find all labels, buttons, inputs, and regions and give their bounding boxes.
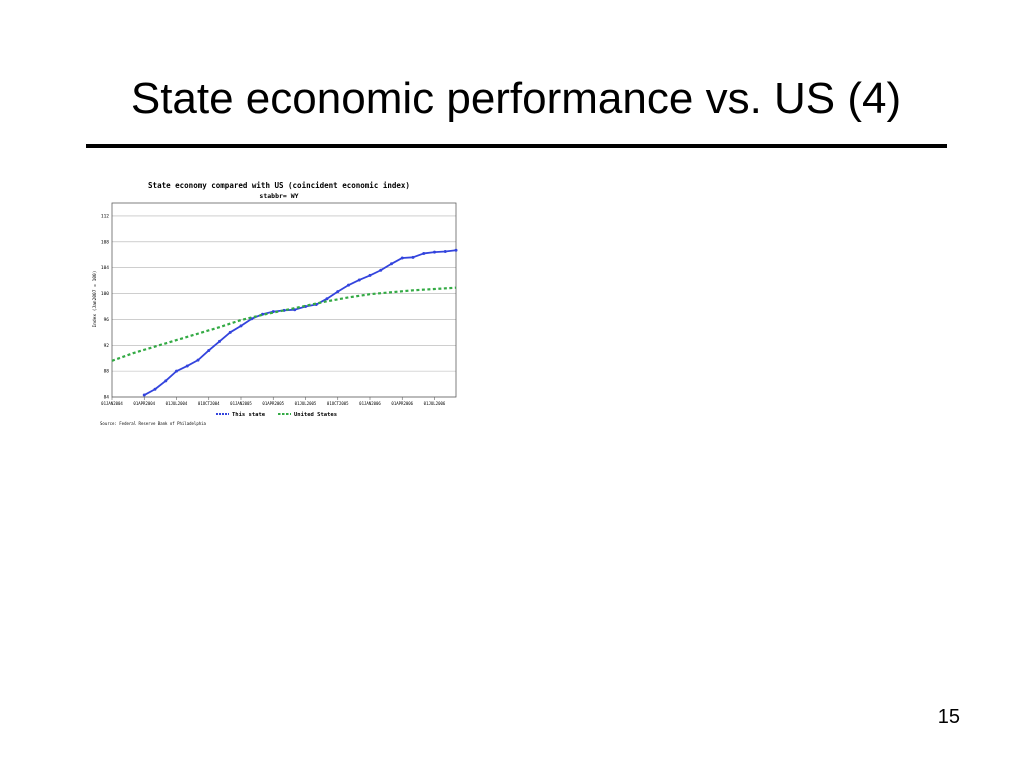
series-line-0 (143, 249, 457, 396)
data-point (175, 369, 178, 373)
x-tick-label: 01APR2005 (262, 401, 284, 406)
x-tick-label: 01JAN2006 (359, 401, 381, 406)
data-point (196, 358, 200, 362)
data-point (454, 248, 458, 252)
x-tick-label: 01JUL2004 (166, 401, 188, 406)
x-tick-label: 01JUL2005 (295, 401, 317, 406)
y-tick-label: 100 (101, 291, 109, 297)
data-point (325, 297, 329, 301)
chart-title: State economy compared with US (coincide… (148, 181, 410, 190)
data-point (142, 393, 146, 397)
slide-title: State economic performance vs. US (4) (130, 74, 902, 123)
page-number: 15 (937, 706, 960, 728)
y-tick-label: 104 (101, 265, 109, 271)
tick-labels: 84 88 92 96 100 104 108 112 01JAN2004 01APR2004 01… (101, 213, 446, 406)
x-tick-label: 01APR2006 (391, 401, 413, 406)
data-point (433, 250, 436, 254)
data-point (336, 290, 340, 294)
y-tick-label: 88 (104, 369, 110, 375)
data-point (443, 250, 447, 253)
x-tick-label: 01OCT2004 (198, 401, 220, 406)
legend-label: This state (232, 412, 266, 418)
y-tick-label: 96 (104, 317, 110, 323)
y-axis-label: Index (Jan2007 = 100) (92, 271, 98, 328)
x-tick-label: 01JUL2006 (424, 401, 446, 406)
data-point (218, 339, 221, 343)
legend-label: United States (294, 412, 337, 418)
y-tick-label: 84 (104, 395, 110, 401)
data-point (164, 379, 168, 383)
x-tick-label: 01OCT2005 (327, 401, 349, 406)
x-tick-label: 01JAN2005 (230, 401, 252, 406)
data-point (411, 255, 415, 259)
data-point (368, 273, 372, 277)
line-chart: State economy compared with US (coincide… (86, 176, 472, 434)
data-point (239, 324, 243, 328)
data-point (390, 262, 393, 266)
plot-frame (111, 202, 457, 398)
data-point (347, 283, 350, 287)
series-lines (111, 248, 458, 397)
x-tick-label: 01JAN2004 (101, 401, 123, 406)
data-point (357, 278, 361, 282)
data-point (400, 256, 404, 260)
data-point (379, 268, 383, 272)
data-point (422, 251, 426, 255)
data-point (185, 364, 189, 368)
y-tick-label: 108 (101, 239, 109, 245)
data-point (153, 387, 157, 391)
chart-source-note: Source: Federal Reserve Bank of Philadel… (100, 421, 207, 426)
title-divider (86, 144, 947, 148)
x-tick-label: 01APR2004 (133, 401, 155, 406)
data-point (228, 330, 232, 334)
chart-subtitle: stabbr= WY (259, 192, 298, 200)
y-tick-label: 112 (101, 213, 109, 219)
data-point (207, 348, 211, 352)
chart-legend: This state United States (216, 412, 337, 418)
axes (111, 202, 457, 400)
y-tick-label: 92 (104, 343, 110, 349)
